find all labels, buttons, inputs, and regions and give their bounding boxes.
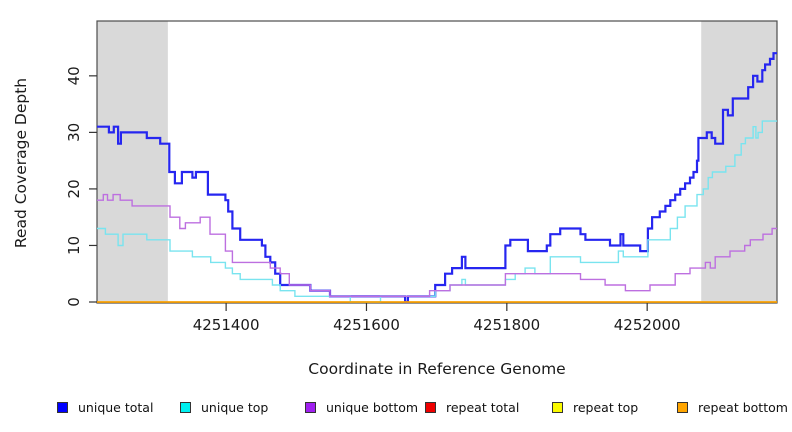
- legend-label: repeat bottom: [698, 400, 788, 415]
- legend-item-repeat-top: repeat top: [552, 400, 638, 415]
- legend-item-repeat-bottom: repeat bottom: [677, 400, 788, 415]
- legend: unique total unique top unique bottom re…: [0, 400, 792, 416]
- x-tick-label: 4251600: [333, 316, 400, 334]
- legend-item-repeat-total: repeat total: [425, 400, 519, 415]
- x-tick-label: 4251400: [193, 316, 260, 334]
- repeat-region-band: [701, 21, 777, 303]
- repeat-region-band: [97, 21, 168, 303]
- y-tick-label: 20: [65, 179, 83, 198]
- legend-item-unique-top: unique top: [180, 400, 268, 415]
- legend-swatch-unique-top: [180, 402, 191, 413]
- plot-border: [96, 20, 778, 304]
- y-axis-title: Read Coverage Depth: [12, 77, 30, 249]
- x-tick-label: 4252000: [614, 316, 681, 334]
- legend-label: repeat top: [573, 400, 639, 415]
- series-path-unique-bottom: [97, 193, 777, 297]
- legend-label: unique bottom: [326, 400, 419, 415]
- legend-item-unique-bottom: unique bottom: [305, 400, 418, 415]
- series-path-unique-total: [97, 52, 777, 304]
- legend-item-unique-total: unique total: [57, 400, 153, 415]
- legend-swatch-repeat-bottom: [677, 402, 688, 413]
- legend-swatch-unique-total: [57, 402, 68, 413]
- legend-swatch-repeat-total: [425, 402, 436, 413]
- legend-swatch-repeat-top: [552, 402, 563, 413]
- y-tick-label: 0: [65, 297, 83, 307]
- x-axis-title: Coordinate in Reference Genome: [308, 360, 566, 378]
- series-path-unique-top: [97, 120, 777, 303]
- legend-swatch-unique-bottom: [305, 402, 316, 413]
- legend-label: unique total: [78, 400, 154, 415]
- y-tick-label: 40: [65, 66, 83, 85]
- y-tick-label: 30: [65, 123, 83, 142]
- y-tick-label: 10: [65, 236, 83, 255]
- x-tick-label: 4251800: [473, 316, 540, 334]
- legend-label: repeat total: [446, 400, 520, 415]
- legend-label: unique top: [201, 400, 269, 415]
